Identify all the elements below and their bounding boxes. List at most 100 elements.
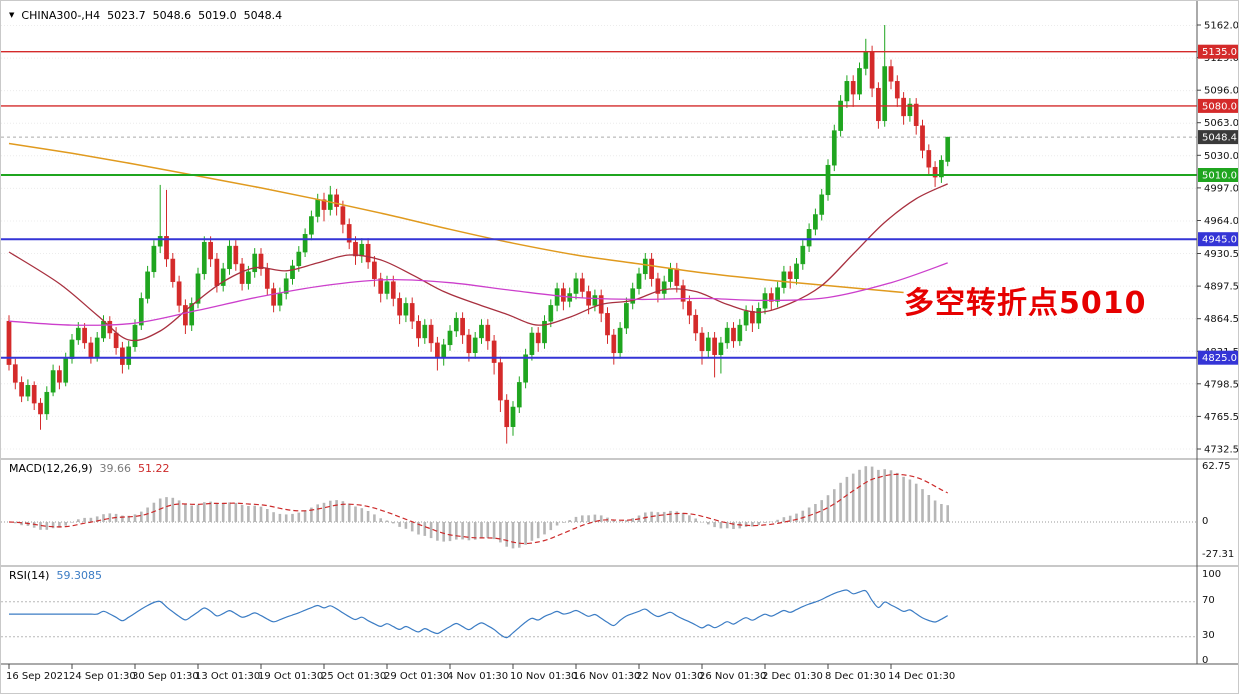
candle-body bbox=[195, 273, 201, 304]
candle-body bbox=[825, 164, 831, 196]
candle-body bbox=[693, 314, 699, 334]
price-axis-label: 5162.0 bbox=[1204, 21, 1239, 32]
candle-body bbox=[132, 324, 138, 348]
candle-body bbox=[844, 81, 850, 102]
rsi-axis-value: 0 bbox=[1202, 655, 1209, 666]
price-badge-label: 5080.0 bbox=[1202, 101, 1237, 112]
macd-name: MACD(12,26,9) bbox=[9, 462, 93, 475]
candle-body bbox=[699, 332, 705, 352]
candle-body bbox=[491, 340, 497, 363]
dropdown-arrow-icon[interactable]: ▼ bbox=[9, 11, 15, 19]
price-axis-label: 4732.5 bbox=[1204, 445, 1239, 456]
candle-body bbox=[498, 362, 503, 401]
candle-body bbox=[397, 298, 402, 316]
candle-body bbox=[756, 308, 762, 324]
rsi-name: RSI(14) bbox=[9, 569, 50, 582]
price-axis-label: 4964.0 bbox=[1204, 216, 1239, 227]
candle-body bbox=[907, 103, 913, 117]
price-badge-label: 5048.4 bbox=[1202, 133, 1237, 144]
candle-body bbox=[731, 327, 736, 342]
candle-body bbox=[50, 370, 56, 393]
candle-body bbox=[290, 265, 295, 279]
macd-indicator-label: MACD(12,26,9) 39.66 51.22 bbox=[9, 462, 170, 475]
candle-body bbox=[787, 271, 793, 279]
candle-body bbox=[170, 258, 176, 282]
candle-body bbox=[378, 278, 384, 294]
candle-body bbox=[283, 278, 289, 294]
price-badge bbox=[1198, 232, 1238, 247]
price-badge bbox=[1198, 98, 1238, 113]
candle-body bbox=[838, 100, 843, 131]
candle-body bbox=[183, 305, 188, 326]
candle-body bbox=[882, 66, 888, 122]
candle-body bbox=[926, 150, 932, 168]
candle-body bbox=[321, 199, 327, 210]
chart-annotation[interactable]: 多空转折点5010 bbox=[904, 286, 1147, 321]
candle-body bbox=[69, 339, 75, 359]
candle-body bbox=[296, 251, 302, 267]
candle-body bbox=[800, 245, 806, 265]
price-axis-label: 4798.5 bbox=[1204, 379, 1239, 390]
price-axis-label: 4997.0 bbox=[1204, 183, 1239, 194]
candle-body bbox=[636, 273, 642, 289]
price-badge bbox=[1198, 168, 1238, 182]
candle-body bbox=[258, 253, 264, 270]
candle-body bbox=[25, 385, 31, 397]
x-axis-label: 14 Dec 01:30 bbox=[888, 671, 955, 682]
candle-body bbox=[642, 258, 648, 275]
rsi-axis-value: 100 bbox=[1202, 569, 1222, 580]
candle-body bbox=[724, 327, 730, 344]
ma-magenta bbox=[8, 262, 948, 326]
x-axis-label: 30 Sep 01:30 bbox=[132, 671, 199, 682]
price-badge-label: 5010.0 bbox=[1202, 171, 1237, 182]
x-axis-label: 26 Nov 01:30 bbox=[699, 671, 766, 682]
candle-body bbox=[542, 320, 547, 344]
x-axis-label: 8 Dec 01:30 bbox=[825, 671, 886, 682]
candle-body bbox=[416, 320, 421, 339]
candle-body bbox=[157, 236, 163, 247]
price-axis-label: 4765.5 bbox=[1204, 412, 1239, 423]
candle-body bbox=[63, 358, 69, 383]
price-badge bbox=[1198, 350, 1238, 365]
candle-body bbox=[264, 268, 270, 289]
candle-body bbox=[768, 293, 774, 302]
x-axis-label: 4 Nov 01:30 bbox=[447, 671, 508, 682]
candle-body bbox=[138, 298, 144, 326]
candle-body bbox=[510, 406, 516, 427]
candle-body bbox=[208, 241, 213, 260]
candle-body bbox=[857, 68, 862, 95]
candle-body bbox=[120, 347, 125, 365]
candle-body bbox=[19, 382, 24, 397]
candle-body bbox=[94, 337, 100, 357]
candle-body bbox=[82, 327, 87, 344]
candle-body bbox=[31, 385, 37, 404]
candle-body bbox=[246, 271, 251, 284]
candle-body bbox=[359, 243, 365, 257]
rsi-value: 59.3085 bbox=[56, 569, 102, 582]
macd-axis-value: 0 bbox=[1202, 516, 1209, 527]
candle-body bbox=[819, 194, 825, 215]
candle-body bbox=[624, 303, 629, 329]
candle-body bbox=[516, 382, 522, 408]
candle-body bbox=[422, 324, 428, 339]
rsi-indicator-label: RSI(14) 59.3085 bbox=[9, 569, 102, 582]
candle-body bbox=[913, 103, 919, 126]
ma-darkred bbox=[8, 183, 948, 342]
candle-body bbox=[750, 311, 755, 324]
x-axis-label: 19 Oct 01:30 bbox=[258, 671, 323, 682]
candle-body bbox=[705, 337, 711, 351]
candle-body bbox=[901, 97, 906, 117]
price-axis-label: 4864.5 bbox=[1204, 314, 1239, 325]
close-value: 5048.4 bbox=[243, 9, 283, 22]
candle-body bbox=[894, 81, 900, 99]
candle-body bbox=[271, 288, 276, 306]
candle-body bbox=[813, 214, 818, 230]
x-axis-label: 16 Sep 2021 bbox=[6, 671, 69, 682]
candle-body bbox=[712, 337, 717, 355]
candle-body bbox=[309, 216, 314, 235]
candle-body bbox=[466, 334, 472, 354]
candle-body bbox=[831, 130, 837, 166]
macd-axis-value: 62.75 bbox=[1202, 461, 1231, 472]
